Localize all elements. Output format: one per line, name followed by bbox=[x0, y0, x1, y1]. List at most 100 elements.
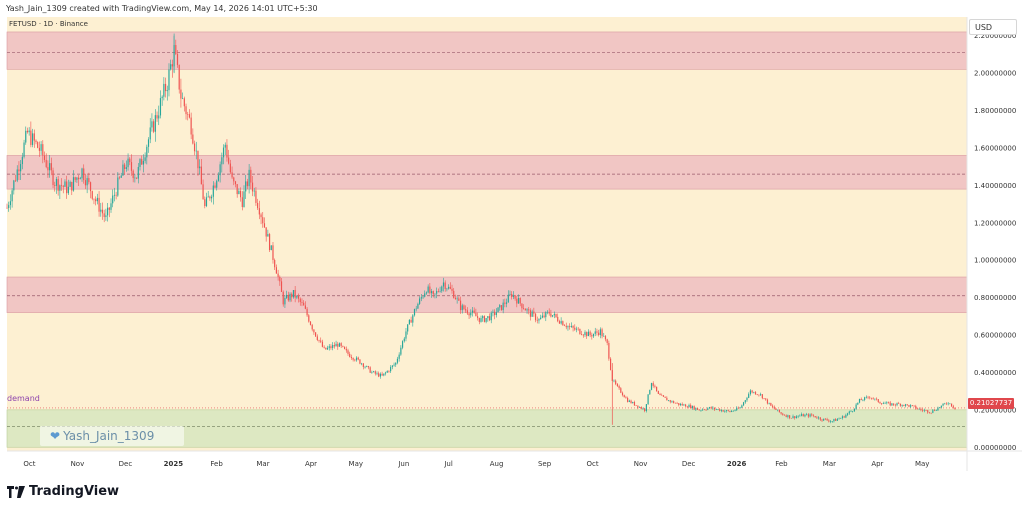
candle-body bbox=[163, 83, 165, 97]
candle-body bbox=[499, 305, 501, 308]
candle-body bbox=[127, 158, 129, 168]
candle-body bbox=[858, 398, 861, 403]
candle-body bbox=[879, 402, 881, 404]
candle-body bbox=[444, 282, 446, 289]
candle-body bbox=[183, 98, 185, 107]
candle-body bbox=[28, 130, 30, 133]
candle-body bbox=[811, 414, 813, 416]
candle-body bbox=[789, 415, 791, 419]
candle-body bbox=[517, 298, 520, 304]
candle-body bbox=[840, 418, 842, 419]
candle-body bbox=[712, 407, 714, 409]
candle-body bbox=[50, 163, 52, 171]
candle-body bbox=[456, 298, 458, 300]
candle-body bbox=[299, 298, 301, 303]
candle-body bbox=[388, 370, 390, 372]
candle-body bbox=[117, 177, 119, 196]
candle-body bbox=[932, 410, 934, 413]
candle-body bbox=[263, 223, 266, 228]
candle-body bbox=[490, 312, 492, 321]
candle-body bbox=[661, 395, 663, 396]
candle-body bbox=[407, 324, 409, 332]
tradingview-brand[interactable]: TradingView bbox=[7, 484, 119, 499]
candle-body bbox=[422, 296, 424, 298]
candle-body bbox=[255, 190, 257, 203]
candle-body bbox=[105, 215, 107, 218]
candle-body bbox=[787, 415, 789, 417]
candle-body bbox=[904, 404, 907, 406]
candle-body bbox=[226, 144, 228, 158]
candle-body bbox=[717, 409, 719, 410]
candle-body bbox=[214, 185, 216, 188]
candle-body bbox=[372, 371, 375, 373]
candle-body bbox=[20, 164, 22, 172]
candle-body bbox=[814, 415, 816, 418]
price-tick-label: 1.60000000 bbox=[974, 144, 1016, 152]
candle-body bbox=[826, 419, 828, 421]
candle-body bbox=[567, 326, 569, 328]
time-tick-label: Oct bbox=[587, 460, 599, 468]
candle-body bbox=[325, 347, 327, 350]
candle-body bbox=[9, 201, 12, 206]
candle-body bbox=[461, 305, 463, 311]
candle-body bbox=[708, 407, 711, 409]
candle-body bbox=[52, 170, 54, 186]
candle-body bbox=[707, 408, 709, 410]
price-tick-label: 2.00000000 bbox=[974, 70, 1016, 78]
candle-body bbox=[899, 403, 902, 406]
candle-body bbox=[355, 357, 358, 361]
candle-body bbox=[170, 64, 172, 70]
candle-body bbox=[512, 295, 514, 297]
candle-body bbox=[749, 390, 751, 395]
candle-body bbox=[703, 409, 705, 411]
candle-body bbox=[95, 199, 97, 202]
time-tick-label: Jun bbox=[397, 460, 409, 468]
candle-body bbox=[831, 421, 833, 422]
candle-body bbox=[14, 180, 17, 182]
candle-body bbox=[74, 177, 76, 180]
candle-body bbox=[761, 394, 763, 399]
candle-body bbox=[83, 168, 85, 181]
candle-body bbox=[736, 407, 738, 411]
candle-body bbox=[204, 199, 206, 207]
candle-body bbox=[425, 292, 428, 294]
candle-body bbox=[802, 414, 804, 417]
candle-body bbox=[819, 417, 821, 420]
candle-body bbox=[891, 403, 893, 406]
candle-body bbox=[337, 343, 339, 347]
candle-body bbox=[18, 169, 20, 172]
price-tick-label: 2.20000000 bbox=[974, 32, 1016, 40]
candle-body bbox=[620, 388, 622, 393]
candle-body bbox=[182, 98, 184, 99]
candle-body bbox=[239, 190, 242, 198]
demand-label: demand bbox=[7, 394, 40, 403]
candle-body bbox=[352, 357, 354, 360]
candle-body bbox=[21, 156, 23, 165]
candle-body bbox=[947, 403, 949, 405]
candle-body bbox=[33, 133, 35, 141]
price-tick-label: 1.00000000 bbox=[974, 257, 1016, 265]
candle-body bbox=[326, 347, 329, 350]
candle-body bbox=[528, 309, 530, 311]
candle-body bbox=[720, 410, 723, 411]
candle-body bbox=[236, 184, 238, 195]
candle-body bbox=[662, 395, 665, 397]
price-tick-label: 1.20000000 bbox=[974, 219, 1016, 227]
candle-body bbox=[69, 181, 71, 187]
time-tick-label: May bbox=[915, 460, 929, 468]
candle-body bbox=[280, 281, 283, 292]
candle-body bbox=[667, 400, 670, 401]
candle-body bbox=[55, 179, 58, 186]
candle-body bbox=[645, 404, 647, 412]
candle-body bbox=[320, 340, 322, 342]
candle-body bbox=[202, 184, 204, 200]
candle-body bbox=[454, 297, 457, 300]
candle-body bbox=[395, 362, 397, 365]
candle-body bbox=[383, 373, 385, 376]
candle-body bbox=[125, 167, 127, 170]
candle-body bbox=[222, 147, 225, 158]
candle-body bbox=[30, 130, 32, 145]
currency-button[interactable]: USD bbox=[969, 19, 1017, 35]
candle-body bbox=[734, 410, 736, 411]
candle-body bbox=[476, 316, 479, 318]
